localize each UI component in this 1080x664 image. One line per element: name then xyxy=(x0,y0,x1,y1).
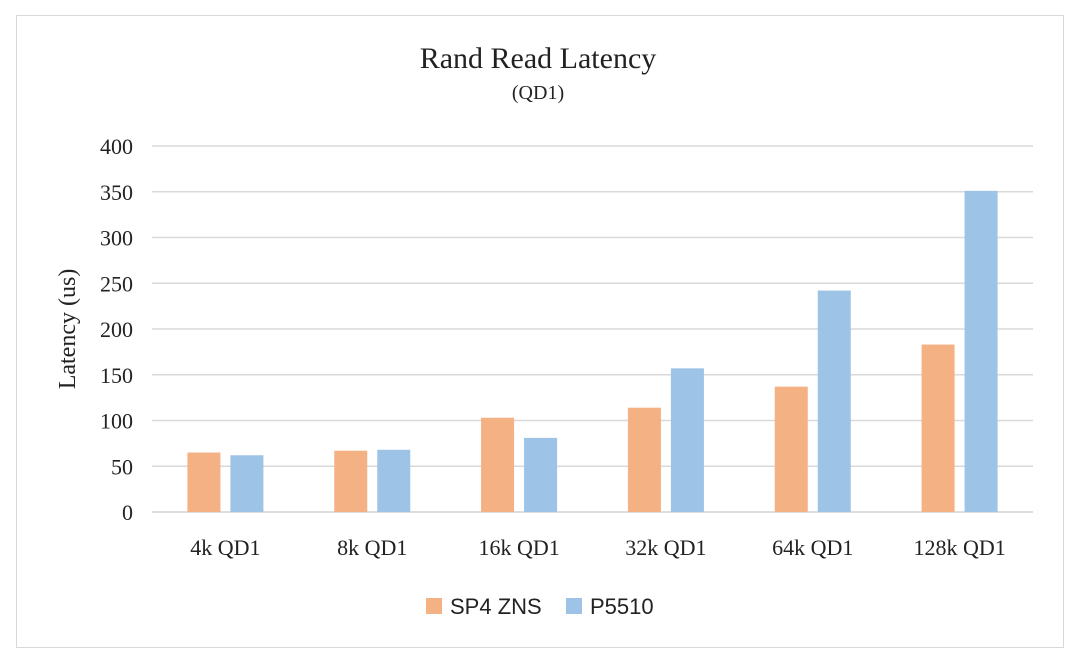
y-tick-label: 300 xyxy=(100,226,133,251)
bar-p5510 xyxy=(377,449,411,512)
bar-p5510 xyxy=(670,368,704,512)
bar-sp4-zns xyxy=(921,344,955,512)
legend-label: SP4 ZNS xyxy=(450,594,542,619)
y-tick-label: 200 xyxy=(100,317,133,342)
x-axis-ticks: 4k QD1 8k QD1 16k QD1 32k QD1 64k QD1 128k QD… xyxy=(190,535,1005,560)
x-tick-label: 32k QD1 xyxy=(625,535,706,560)
bar-p5510 xyxy=(817,290,851,512)
y-tick-label: 250 xyxy=(100,271,133,296)
gridlines xyxy=(152,145,1033,513)
bar-sp4-zns xyxy=(627,407,661,512)
y-tick-label: 100 xyxy=(100,409,133,434)
bar-sp4-zns xyxy=(334,450,368,512)
bar-sp4-zns xyxy=(187,452,221,512)
bars xyxy=(187,190,998,512)
y-tick-label: 350 xyxy=(100,180,133,205)
y-tick-label: 400 xyxy=(100,134,133,159)
y-axis-ticks: 0 50 100 150 200 250 300 350 400 xyxy=(100,134,133,525)
bar-sp4-zns xyxy=(774,386,808,512)
legend-label: P5510 xyxy=(590,594,654,619)
chart-title: Rand Read Latency xyxy=(420,42,657,75)
bar-p5510 xyxy=(230,455,264,512)
legend-swatch xyxy=(566,598,582,614)
legend-swatch xyxy=(426,598,442,614)
y-tick-label: 150 xyxy=(100,363,133,388)
x-tick-label: 128k QD1 xyxy=(913,535,1005,560)
bar-p5510 xyxy=(524,437,558,512)
chart-frame xyxy=(16,15,1064,648)
x-tick-label: 64k QD1 xyxy=(772,535,853,560)
y-tick-label: 50 xyxy=(111,454,133,479)
y-axis-label: Latency (us) xyxy=(55,269,81,390)
x-tick-label: 4k QD1 xyxy=(190,535,260,560)
bar-sp4-zns xyxy=(481,417,515,512)
x-tick-label: 8k QD1 xyxy=(337,535,407,560)
chart-subtitle: (QD1) xyxy=(512,82,564,104)
bar-p5510 xyxy=(964,190,998,512)
y-tick-label: 0 xyxy=(122,500,133,525)
legend: SP4 ZNS P5510 xyxy=(426,594,654,619)
x-tick-label: 16k QD1 xyxy=(478,535,559,560)
